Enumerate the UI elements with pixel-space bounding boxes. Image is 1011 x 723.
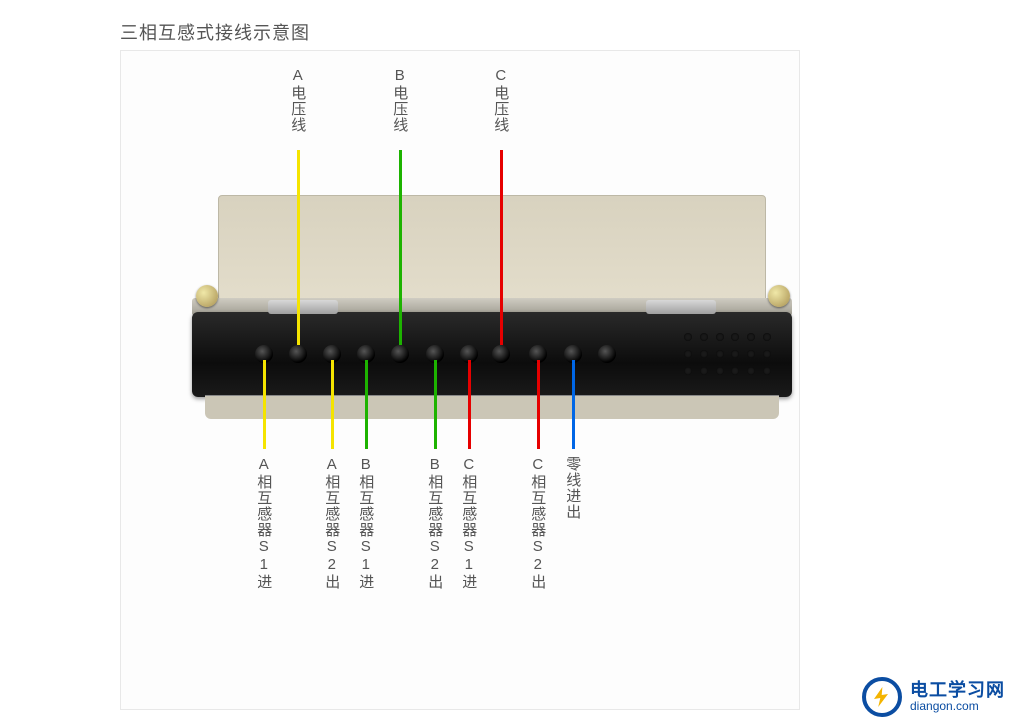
terminal-port-5 [391,345,409,363]
bottom-line-1 [331,360,334,449]
bottom-label-4: C相互感器S1进 [460,456,477,590]
voltage-label-B: B电压线 [391,67,408,133]
diagram-title: 三相互感式接线示意图 [120,19,310,45]
bottom-line-0 [263,360,266,449]
bottom-line-3 [434,360,437,449]
brass-screw-right [768,285,790,307]
bottom-label-1: A相互感器S2出 [323,456,340,590]
voltage-line-C [500,150,503,345]
voltage-label-A: A电压线 [289,67,306,133]
metal-clip-right [646,300,716,314]
voltage-line-A [297,150,300,345]
bolt-circle-icon [862,677,902,717]
bottom-line-6 [572,360,575,449]
bottom-label-6: 零线进出 [564,456,581,520]
site-logo: 电工学习网 diangon.com [862,677,1005,717]
bottom-label-3: B相互感器S2出 [426,456,443,590]
device-base-plate [205,395,779,419]
terminal-port-11 [598,345,616,363]
bottom-label-2: B相互感器S1进 [357,456,374,590]
metal-clip-left [268,300,338,314]
terminal-port-8 [492,345,510,363]
brass-screw-left [196,285,218,307]
terminal-port-2 [289,345,307,363]
bottom-label-5: C相互感器S2出 [529,456,546,590]
bottom-line-4 [468,360,471,449]
voltage-label-C: C电压线 [492,67,509,133]
voltage-line-B [399,150,402,345]
logo-text-cn: 电工学习网 [910,681,1005,700]
logo-text-en: diangon.com [910,700,1005,713]
bottom-label-0: A相互感器S1进 [255,456,272,590]
bottom-line-2 [365,360,368,449]
bottom-line-5 [537,360,540,449]
ventilation-holes [680,328,775,380]
